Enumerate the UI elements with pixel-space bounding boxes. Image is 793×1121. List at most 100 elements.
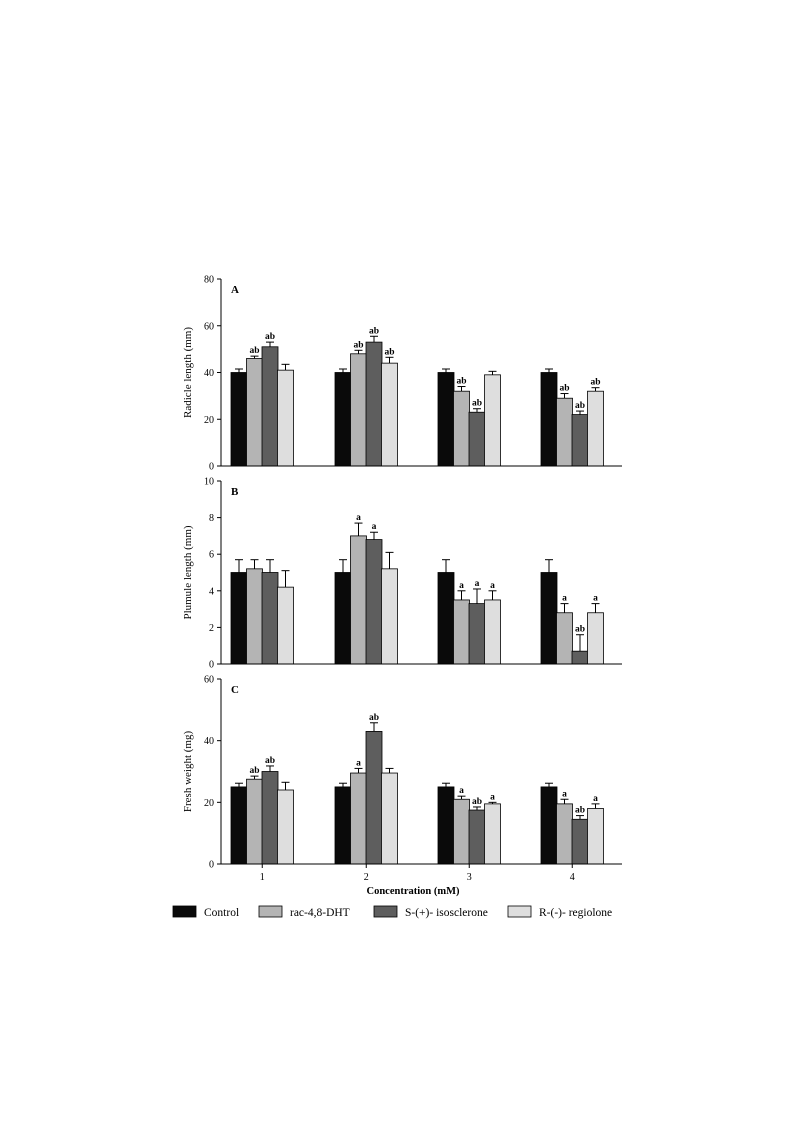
bar-C-s3-c1: [261, 771, 279, 865]
bar-A-s4-c2: [381, 362, 398, 467]
bar-B-s2-c3: [453, 599, 470, 665]
y-tick-label-A-0: 0: [209, 462, 214, 473]
y-tick-label-A-80: 80: [204, 275, 214, 286]
bar-A-s1-c1: [230, 372, 248, 467]
sig-label-C-s2-c2: a: [356, 758, 361, 768]
y-tick-label-C-20: 20: [204, 798, 214, 809]
bar-B-s2-c4: [556, 612, 573, 665]
y-axis-label-C: Fresh weight (mg): [182, 731, 194, 813]
panel-label-B: B: [231, 486, 239, 498]
sig-label-B-s4-c3: a: [490, 581, 495, 591]
bar-C-s4-c4: [587, 808, 604, 865]
bar-A-s3-c1: [261, 346, 279, 467]
bar-C-s2-c3: [453, 798, 470, 865]
sig-label-A-s4-c4: ab: [590, 378, 600, 388]
y-tick-label-A-60: 60: [204, 321, 214, 332]
y-axis-label-A: Radicle length (mm): [182, 327, 194, 418]
sig-label-A-s3-c1: ab: [265, 332, 275, 342]
sig-label-B-s3-c4: ab: [575, 625, 585, 635]
sig-label-C-s3-c4: ab: [575, 806, 585, 816]
bar-B-s3-c2: [365, 539, 383, 665]
sig-label-A-s3-c3: ab: [472, 399, 482, 409]
bar-C-s4-c1: [277, 789, 294, 865]
bar-B-s1-c4: [540, 572, 558, 665]
bar-A-s2-c1: [246, 358, 263, 467]
sig-label-A-s3-c4: ab: [575, 401, 585, 411]
y-tick-label-B-6: 6: [209, 550, 214, 561]
bar-C-s4-c2: [381, 772, 398, 865]
sig-label-A-s2-c1: ab: [249, 346, 259, 356]
sig-label-C-s4-c4: a: [593, 794, 598, 804]
y-tick-label-C-40: 40: [204, 736, 214, 747]
sig-label-B-s2-c4: a: [562, 594, 567, 604]
bar-C-s1-c3: [437, 786, 455, 865]
y-tick-label-A-20: 20: [204, 415, 214, 426]
sig-label-B-s3-c2: a: [372, 522, 377, 532]
bar-A-s2-c4: [556, 397, 573, 467]
bar-C-s1-c1: [230, 786, 248, 865]
bar-A-s4-c3: [484, 374, 501, 467]
x-tick-label-4: 4: [570, 872, 575, 883]
bar-A-s4-c1: [277, 369, 294, 467]
bar-B-s3-c4: [571, 650, 589, 665]
y-tick-label-B-0: 0: [209, 660, 214, 671]
bar-B-s3-c3: [468, 603, 486, 665]
y-tick-label-B-4: 4: [209, 586, 214, 597]
bar-B-s2-c2: [350, 535, 367, 665]
bar-B-s1-c1: [230, 572, 248, 665]
legend: Control rac-4,8-DHT S-(+)- isosclerone R-(-…: [172, 905, 612, 919]
y-tick-label-B-8: 8: [209, 513, 214, 524]
sig-label-B-s2-c2: a: [356, 513, 361, 523]
sig-label-B-s2-c3: a: [459, 581, 464, 591]
bar-B-s3-c1: [261, 572, 279, 665]
bar-C-s3-c4: [571, 818, 589, 865]
legend-label-3: S-(+)- isosclerone: [405, 907, 488, 919]
y-tick-label-C-0: 0: [209, 860, 214, 871]
legend-label-1: Control: [204, 907, 239, 919]
sig-label-A-s4-c2: ab: [384, 347, 394, 357]
panel-label-C: C: [231, 684, 239, 696]
sig-label-C-s4-c3: a: [490, 792, 495, 802]
legend-swatch-1: [172, 905, 197, 918]
y-axis-label-B: Plumule length (mm): [182, 525, 194, 619]
bar-B-s4-c1: [277, 586, 294, 665]
y-tick-label-C-60: 60: [204, 675, 214, 686]
bar-A-s1-c3: [437, 372, 455, 467]
x-tick-label-1: 1: [260, 872, 265, 883]
sig-label-C-s2-c3: a: [459, 786, 464, 796]
y-tick-label-B-2: 2: [209, 623, 214, 634]
legend-swatch-2: [258, 905, 283, 918]
sig-label-A-s2-c4: ab: [559, 384, 569, 394]
bar-B-s4-c4: [587, 612, 604, 665]
legend-label-2: rac-4,8-DHT: [290, 907, 350, 919]
y-tick-label-A-40: 40: [204, 368, 214, 379]
bar-C-s2-c4: [556, 803, 573, 865]
bar-C-s1-c4: [540, 786, 558, 865]
sig-label-C-s3-c3: ab: [472, 797, 482, 807]
x-axis-label: Concentration (mM): [366, 886, 460, 897]
bar-B-s4-c3: [484, 599, 501, 665]
bar-C-s2-c2: [350, 772, 367, 865]
panel-label-A: A: [231, 284, 239, 296]
y-tick-label-B-10: 10: [204, 477, 214, 488]
x-tick-label-3: 3: [467, 872, 472, 883]
legend-swatch-4: [507, 905, 532, 918]
bar-C-s4-c3: [484, 803, 501, 865]
bar-A-s3-c3: [468, 411, 486, 467]
sig-label-A-s2-c3: ab: [456, 377, 466, 387]
bar-C-s1-c2: [334, 786, 352, 865]
bar-A-s1-c2: [334, 372, 352, 467]
sig-label-B-s3-c3: a: [475, 579, 480, 589]
bar-A-s3-c2: [365, 341, 383, 467]
bar-B-s2-c1: [246, 568, 263, 665]
sig-label-A-s3-c2: ab: [369, 326, 379, 336]
bar-B-s4-c2: [381, 568, 398, 665]
bar-A-s2-c3: [453, 390, 470, 467]
bar-A-s1-c4: [540, 372, 558, 467]
legend-label-4: R-(-)- regiolone: [539, 907, 612, 919]
sig-label-C-s3-c1: ab: [265, 756, 275, 766]
